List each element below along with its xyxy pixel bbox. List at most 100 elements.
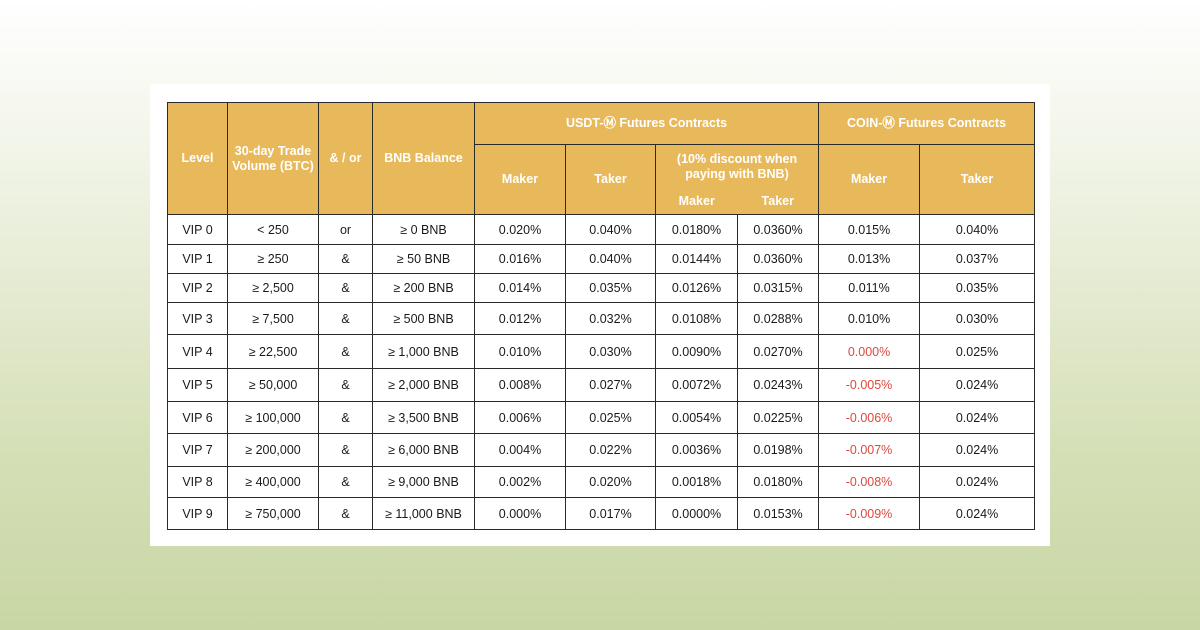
cell-level: VIP 9 xyxy=(167,497,228,530)
cell-coin-taker: 0.024% xyxy=(919,433,1036,467)
cell-coin-taker: 0.035% xyxy=(919,273,1036,303)
table-row: VIP 2 ≥ 2,500 & ≥ 200 BNB 0.014% 0.035% 0.0126… xyxy=(167,273,1036,303)
cell-coin-taker: 0.024% xyxy=(919,497,1036,530)
cell-coin-taker: 0.024% xyxy=(919,466,1036,498)
cell-usdt-taker: 0.017% xyxy=(565,497,656,530)
table-row: VIP 5 ≥ 50,000 & ≥ 2,000 BNB 0.008% 0.027% 0.0… xyxy=(167,368,1036,402)
table-row: VIP 9 ≥ 750,000 & ≥ 11,000 BNB 0.000% 0.017% 0… xyxy=(167,497,1036,530)
cell-bnb-balance: ≥ 0 BNB xyxy=(372,214,475,245)
cell-discount-taker: 0.0360% xyxy=(736,244,820,274)
cell-and-or: & xyxy=(318,497,373,530)
table-row: VIP 6 ≥ 100,000 & ≥ 3,500 BNB 0.006% 0.025% 0.… xyxy=(167,401,1036,434)
cell-and-or: & xyxy=(318,273,373,303)
cell-and-or: & xyxy=(318,368,373,402)
cell-discount-taker: 0.0198% xyxy=(736,433,820,467)
cell-coin-taker: 0.024% xyxy=(919,368,1036,402)
header-discount-maker: Maker xyxy=(655,188,738,215)
cell-level: VIP 1 xyxy=(167,244,228,274)
cell-level: VIP 2 xyxy=(167,273,228,303)
header-and-or: & / or xyxy=(318,102,373,215)
cell-usdt-taker: 0.032% xyxy=(565,302,656,335)
cell-coin-maker: 0.011% xyxy=(818,273,921,303)
cell-discount-taker: 0.0315% xyxy=(736,273,820,303)
header-usdt-futures: USDT-Ⓜ Futures Contracts xyxy=(473,102,820,145)
cell-and-or: or xyxy=(318,214,373,245)
cell-bnb-balance: ≥ 6,000 BNB xyxy=(372,433,475,467)
header-trade-volume: 30-day Trade Volume (BTC) xyxy=(227,102,319,215)
cell-level: VIP 5 xyxy=(167,368,228,402)
cell-discount-maker: 0.0018% xyxy=(655,466,738,498)
cell-usdt-maker: 0.000% xyxy=(474,497,566,530)
cell-trade-volume: ≥ 7,500 xyxy=(227,302,319,335)
cell-discount-maker: 0.0000% xyxy=(655,497,738,530)
cell-coin-maker: 0.010% xyxy=(818,302,921,335)
cell-coin-maker: -0.008% xyxy=(818,466,921,498)
fee-table-body: VIP 0 < 250 or ≥ 0 BNB 0.020% 0.040% 0.0180% 0.… xyxy=(167,214,1036,530)
cell-usdt-maker: 0.012% xyxy=(474,302,566,335)
header-coin-maker: Maker xyxy=(818,144,921,215)
cell-trade-volume: < 250 xyxy=(227,214,319,245)
cell-coin-maker: -0.009% xyxy=(818,497,921,530)
cell-usdt-maker: 0.002% xyxy=(474,466,566,498)
cell-trade-volume: ≥ 22,500 xyxy=(227,334,319,369)
cell-usdt-taker: 0.040% xyxy=(565,244,656,274)
cell-usdt-taker: 0.022% xyxy=(565,433,656,467)
cell-discount-maker: 0.0108% xyxy=(655,302,738,335)
cell-coin-maker: 0.000% xyxy=(818,334,921,369)
cell-discount-maker: 0.0144% xyxy=(655,244,738,274)
cell-discount-maker: 0.0090% xyxy=(655,334,738,369)
cell-usdt-maker: 0.014% xyxy=(474,273,566,303)
cell-coin-maker: -0.007% xyxy=(818,433,921,467)
cell-and-or: & xyxy=(318,466,373,498)
cell-level: VIP 0 xyxy=(167,214,228,245)
header-usdt-taker: Taker xyxy=(565,144,656,215)
table-row: VIP 3 ≥ 7,500 & ≥ 500 BNB 0.012% 0.032% 0.0108… xyxy=(167,302,1036,335)
cell-coin-taker: 0.037% xyxy=(919,244,1036,274)
cell-coin-taker: 0.024% xyxy=(919,401,1036,434)
cell-bnb-balance: ≥ 3,500 BNB xyxy=(372,401,475,434)
cell-bnb-balance: ≥ 2,000 BNB xyxy=(372,368,475,402)
header-coin-taker: Taker xyxy=(919,144,1036,215)
cell-trade-volume: ≥ 250 xyxy=(227,244,319,274)
cell-bnb-balance: ≥ 500 BNB xyxy=(372,302,475,335)
cell-trade-volume: ≥ 750,000 xyxy=(227,497,319,530)
cell-usdt-maker: 0.004% xyxy=(474,433,566,467)
cell-discount-taker: 0.0180% xyxy=(736,466,820,498)
cell-trade-volume: ≥ 400,000 xyxy=(227,466,319,498)
cell-usdt-maker: 0.010% xyxy=(474,334,566,369)
cell-discount-maker: 0.0036% xyxy=(655,433,738,467)
cell-coin-maker: 0.013% xyxy=(818,244,921,274)
cell-discount-maker: 0.0126% xyxy=(655,273,738,303)
cell-usdt-maker: 0.016% xyxy=(474,244,566,274)
cell-and-or: & xyxy=(318,401,373,434)
cell-coin-maker: -0.005% xyxy=(818,368,921,402)
cell-usdt-taker: 0.020% xyxy=(565,466,656,498)
header-usdt-maker: Maker xyxy=(474,144,566,215)
header-bnb-balance: BNB Balance xyxy=(372,102,475,215)
cell-usdt-maker: 0.020% xyxy=(474,214,566,245)
table-row: VIP 7 ≥ 200,000 & ≥ 6,000 BNB 0.004% 0.022% 0.… xyxy=(167,433,1036,467)
cell-trade-volume: ≥ 2,500 xyxy=(227,273,319,303)
table-row: VIP 4 ≥ 22,500 & ≥ 1,000 BNB 0.010% 0.030% 0.0… xyxy=(167,334,1036,369)
cell-trade-volume: ≥ 200,000 xyxy=(227,433,319,467)
cell-bnb-balance: ≥ 1,000 BNB xyxy=(372,334,475,369)
cell-usdt-taker: 0.025% xyxy=(565,401,656,434)
header-discount-taker: Taker xyxy=(737,188,820,215)
cell-level: VIP 8 xyxy=(167,466,228,498)
header-coin-futures: COIN-Ⓜ Futures Contracts xyxy=(818,102,1036,145)
cell-and-or: & xyxy=(318,433,373,467)
cell-usdt-maker: 0.008% xyxy=(474,368,566,402)
cell-coin-taker: 0.025% xyxy=(919,334,1036,369)
cell-discount-taker: 0.0153% xyxy=(736,497,820,530)
cell-discount-taker: 0.0243% xyxy=(736,368,820,402)
fee-table-panel: Level 30-day Trade Volume (BTC) & / or B… xyxy=(150,84,1050,546)
cell-discount-taker: 0.0270% xyxy=(736,334,820,369)
cell-discount-maker: 0.0072% xyxy=(655,368,738,402)
cell-level: VIP 7 xyxy=(167,433,228,467)
table-row: VIP 8 ≥ 400,000 & ≥ 9,000 BNB 0.002% 0.020% 0.… xyxy=(167,466,1036,498)
cell-and-or: & xyxy=(318,244,373,274)
cell-bnb-balance: ≥ 9,000 BNB xyxy=(372,466,475,498)
cell-discount-maker: 0.0054% xyxy=(655,401,738,434)
cell-level: VIP 4 xyxy=(167,334,228,369)
cell-discount-taker: 0.0288% xyxy=(736,302,820,335)
